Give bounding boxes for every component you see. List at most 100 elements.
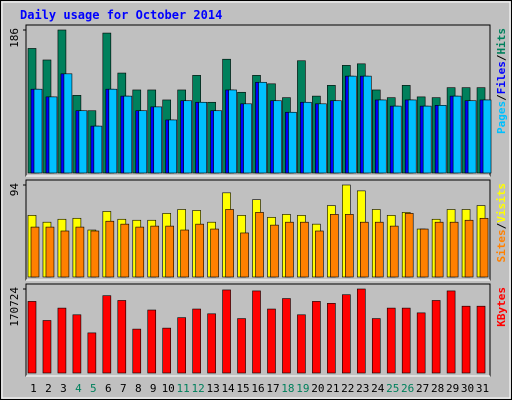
bar <box>345 214 354 278</box>
legend: KBytes <box>495 287 508 327</box>
x-tick-label: 9 <box>150 382 157 395</box>
bar <box>348 75 357 174</box>
bar <box>90 230 100 278</box>
x-tick-label: 8 <box>135 382 142 395</box>
bar <box>273 100 282 174</box>
bar <box>330 214 339 278</box>
bar <box>482 99 492 174</box>
x-tick-label: 20 <box>311 382 324 395</box>
legend-entry: Sites <box>495 229 508 262</box>
x-tick-label: 26 <box>401 382 414 395</box>
x-tick-label: 14 <box>221 382 235 395</box>
bar <box>389 225 399 278</box>
bar <box>207 313 216 374</box>
x-tick-label: 22 <box>341 382 354 395</box>
bar <box>27 301 37 374</box>
legend-separator: / <box>495 94 508 101</box>
bar <box>446 290 456 374</box>
bar <box>222 289 231 374</box>
bar <box>452 95 462 174</box>
x-tick-label: 6 <box>105 382 112 395</box>
bar <box>267 308 276 374</box>
bar <box>183 100 192 174</box>
bar <box>225 209 234 278</box>
x-tick-label: 7 <box>120 382 127 395</box>
legend-entry: KBytes <box>495 287 508 327</box>
bar <box>75 226 85 278</box>
bar <box>407 99 417 174</box>
x-tick-label: 27 <box>416 382 429 395</box>
bar <box>93 125 103 174</box>
bar <box>404 213 414 278</box>
legend-entry: Hits <box>495 28 508 55</box>
x-tick-label: 21 <box>326 382 339 395</box>
x-tick-label: 24 <box>371 382 385 395</box>
bar <box>132 328 142 374</box>
bar <box>48 96 58 174</box>
bar <box>30 226 40 278</box>
bar <box>150 225 160 278</box>
x-tick-label: 12 <box>192 382 205 395</box>
x-tick-label: 29 <box>446 382 459 395</box>
bar <box>464 219 474 278</box>
bar <box>461 305 471 374</box>
bar <box>240 232 249 278</box>
bar <box>297 314 306 374</box>
bar <box>87 332 97 374</box>
bar <box>168 119 178 174</box>
bar <box>270 224 279 278</box>
y-tick-label: 186 <box>8 28 21 48</box>
legend-entry: Visits <box>495 183 508 223</box>
bar <box>33 88 43 174</box>
y-tick-label: 94 <box>8 183 21 197</box>
bar <box>147 309 157 374</box>
bar <box>315 230 324 278</box>
bar <box>117 300 127 374</box>
bar <box>285 221 294 278</box>
bar <box>318 103 327 174</box>
bar <box>422 105 432 174</box>
bar <box>288 111 297 174</box>
bar <box>165 225 175 278</box>
legend: Pages/Files/Hits <box>495 28 508 134</box>
bar <box>195 223 204 278</box>
bar <box>419 228 429 278</box>
bar <box>282 298 291 374</box>
x-tick-label: 30 <box>461 382 474 395</box>
bar <box>177 317 186 374</box>
x-tick-label: 18 <box>281 382 294 395</box>
x-tick-label: 3 <box>60 382 67 395</box>
bar <box>105 220 115 278</box>
bar <box>63 73 73 174</box>
x-tick-label: 17 <box>266 382 279 395</box>
bar <box>72 314 82 374</box>
legend: Sites/Visits <box>495 183 508 263</box>
bar <box>416 312 426 374</box>
x-tick-label: 4 <box>75 382 82 395</box>
x-tick-label: 23 <box>356 382 369 395</box>
bar <box>300 221 309 278</box>
bar <box>476 305 486 374</box>
bar <box>359 221 369 278</box>
bar <box>162 327 172 374</box>
bar <box>243 103 252 174</box>
x-tick-label: 11 <box>177 382 190 395</box>
bar <box>362 75 372 174</box>
bar <box>479 217 489 278</box>
bar <box>153 106 163 174</box>
x-tick-label: 16 <box>251 382 264 395</box>
bar <box>60 230 70 278</box>
bar <box>123 95 133 174</box>
x-tick-label: 2 <box>45 382 52 395</box>
bar <box>180 229 189 278</box>
bar <box>258 81 267 174</box>
bar <box>303 101 312 174</box>
bar <box>431 300 441 374</box>
bar <box>135 226 145 278</box>
bar <box>371 318 381 374</box>
legend-separator: / <box>495 222 508 229</box>
x-tick-label: 15 <box>236 382 249 395</box>
y-tick-label: 170724 <box>8 287 21 327</box>
bar <box>45 226 55 278</box>
